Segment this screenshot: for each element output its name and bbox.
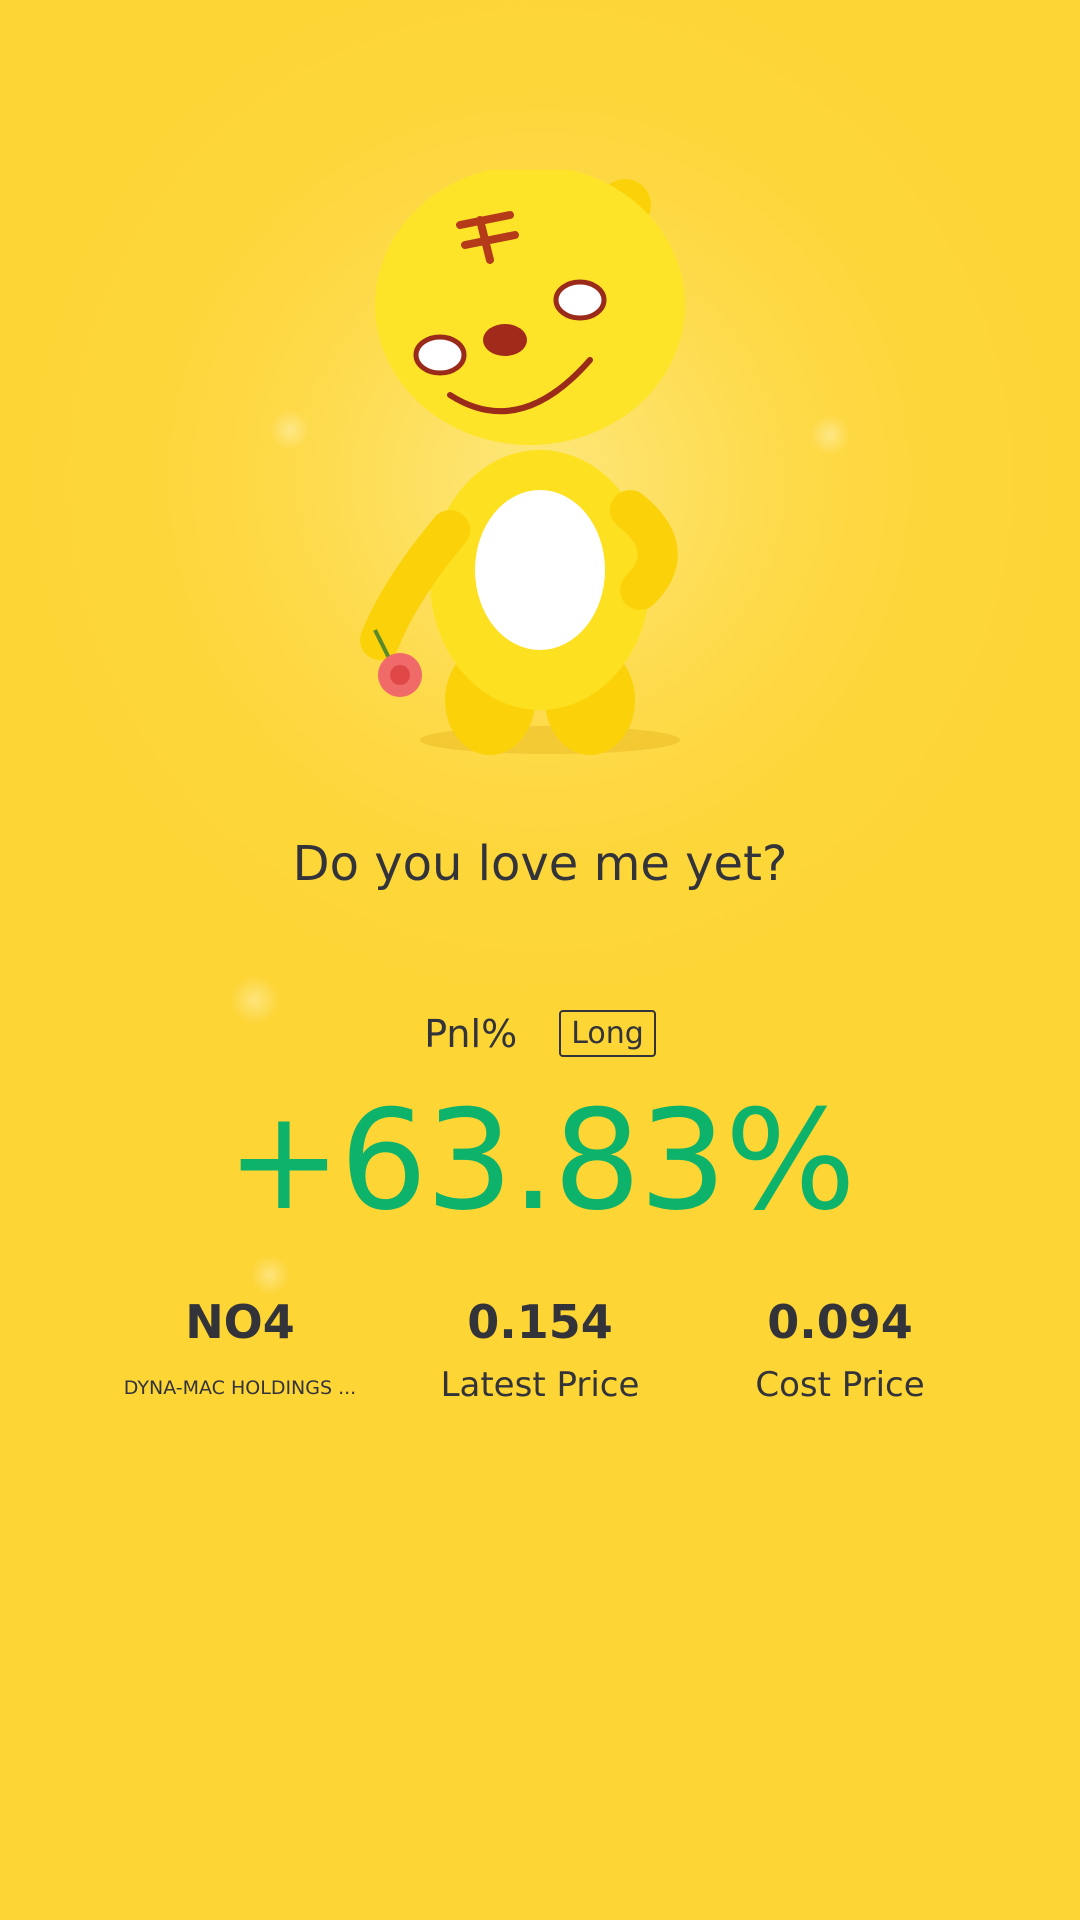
cost-price-label: Cost Price (755, 1365, 925, 1405)
sparkle (250, 1255, 290, 1295)
pnl-value: +63.83% (226, 1080, 856, 1241)
sparkle (230, 975, 280, 1025)
stats-row: NO4 DYNA-MAC HOLDINGS ... 0.154 Latest P… (0, 1295, 1080, 1405)
stock-name: DYNA-MAC HOLDINGS ... (123, 1377, 357, 1399)
direction-badge: Long (559, 1010, 656, 1057)
latest-price-label: Latest Price (440, 1365, 640, 1405)
sparkle (270, 410, 310, 450)
sparkle (810, 415, 850, 455)
pnl-label: Pnl% (424, 1011, 518, 1056)
stat-cost-price: 0.094 Cost Price (690, 1295, 990, 1405)
pnl-row: Pnl% Long (0, 1010, 1080, 1057)
latest-price-value: 0.154 (467, 1295, 613, 1349)
stat-symbol: NO4 DYNA-MAC HOLDINGS ... (90, 1295, 390, 1405)
stat-latest-price: 0.154 Latest Price (390, 1295, 690, 1405)
stock-code: NO4 (185, 1295, 295, 1349)
cost-price-value: 0.094 (767, 1295, 913, 1349)
tiger-mascot-icon (360, 170, 685, 755)
page-title: Do you love me yet? (292, 836, 788, 892)
